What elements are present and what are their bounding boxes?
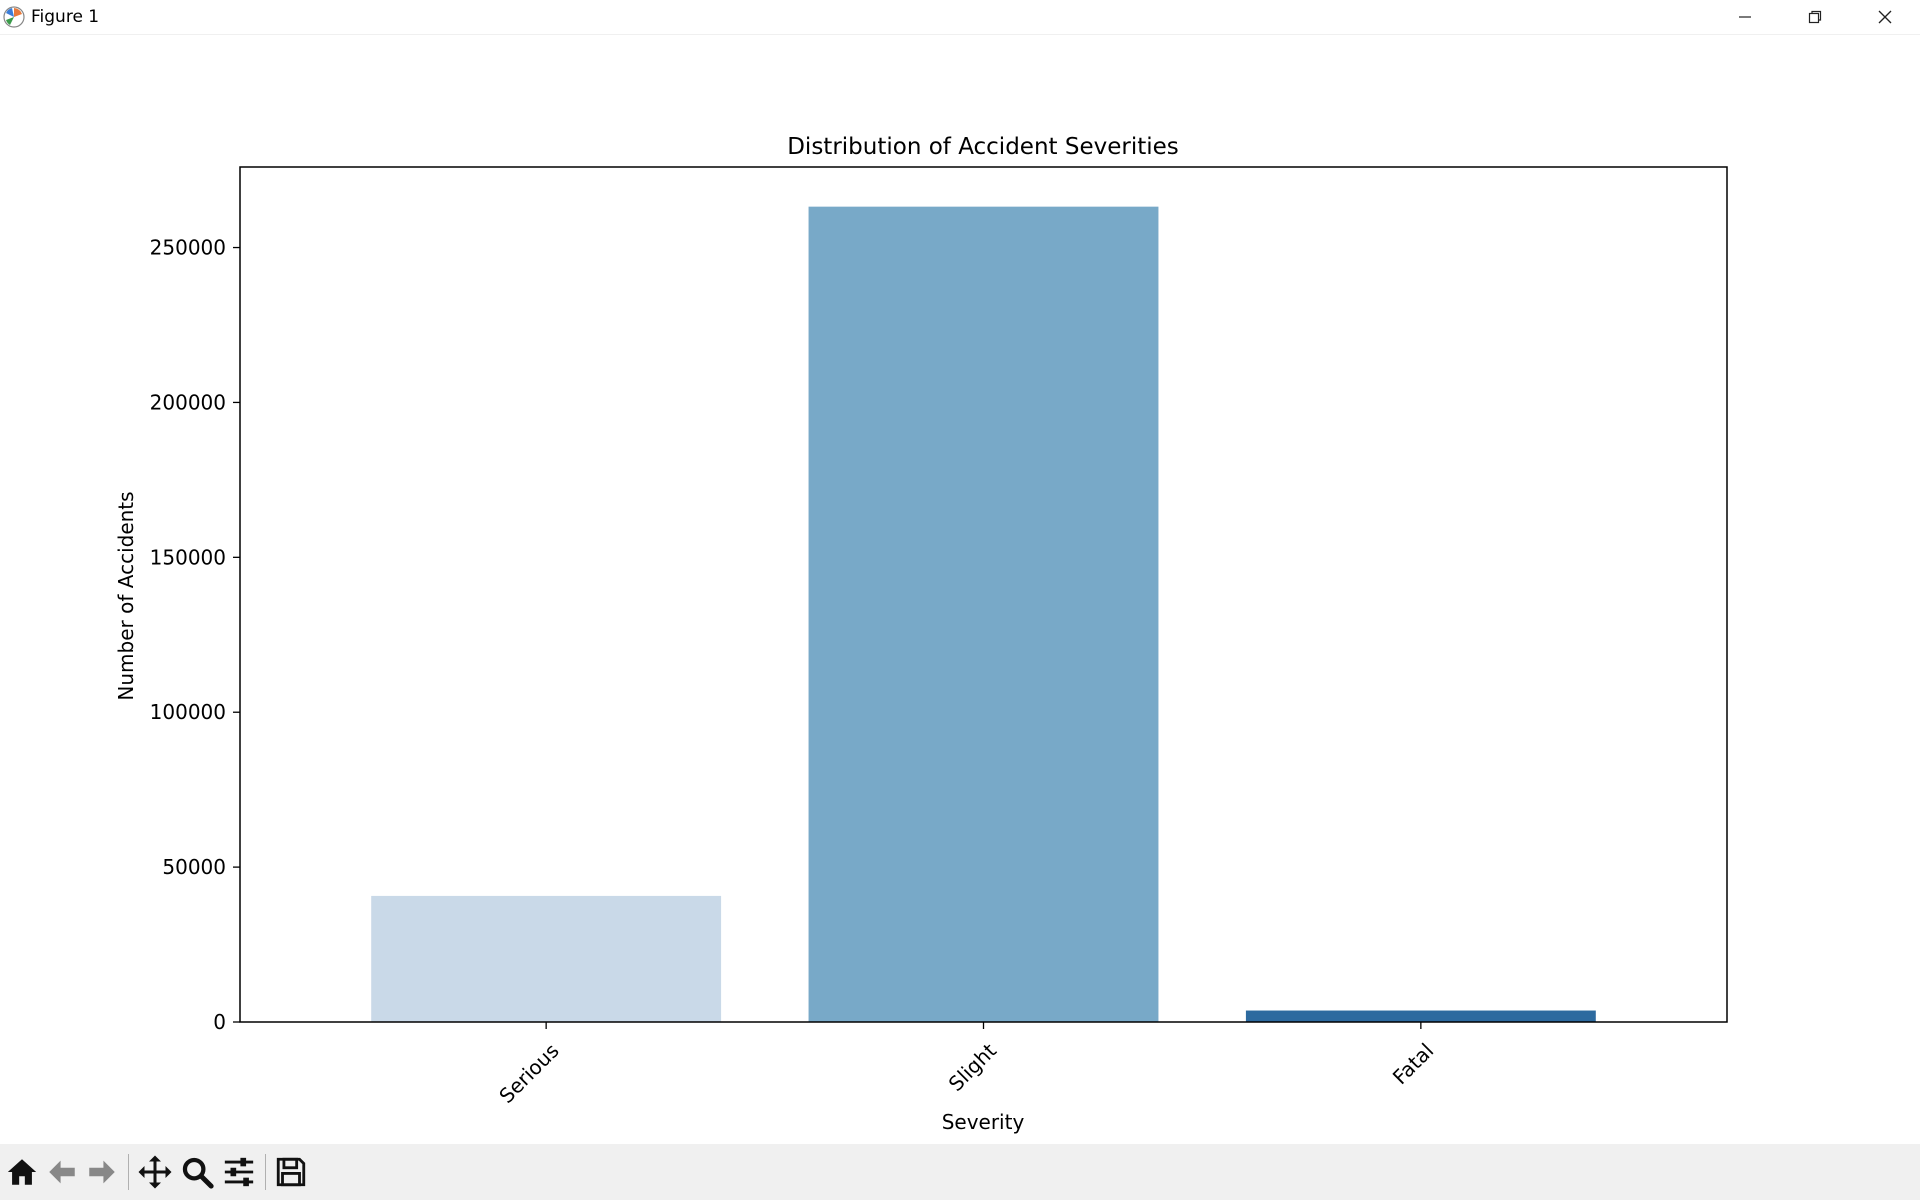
close-icon — [1878, 10, 1892, 24]
y-tick-label: 250000 — [150, 236, 226, 260]
pan-button[interactable] — [135, 1152, 175, 1192]
chart-title: Distribution of Accident Severities — [787, 134, 1179, 160]
app-icon — [3, 6, 25, 28]
y-tick-label: 150000 — [150, 545, 226, 569]
bar-serious — [371, 895, 722, 1022]
y-tick-label: 200000 — [150, 390, 226, 414]
close-button[interactable] — [1850, 0, 1920, 34]
window-title: Figure 1 — [31, 7, 100, 27]
title-bar: Figure 1 — [0, 0, 1920, 35]
sliders-icon — [224, 1157, 254, 1187]
arrow-right-icon — [89, 1160, 115, 1184]
maximize-icon — [1808, 10, 1822, 24]
y-tick-label: 100000 — [150, 700, 226, 724]
minimize-icon — [1739, 16, 1751, 18]
y-axis: 0 50000 100000 150000 200000 250000 — [150, 236, 240, 1034]
bar-fatal — [1245, 1010, 1596, 1022]
zoom-button[interactable] — [177, 1152, 217, 1192]
magnifier-icon — [182, 1157, 214, 1189]
move-icon — [138, 1155, 172, 1189]
bar-slight — [808, 206, 1159, 1023]
figure-canvas: Distribution of Accident Severities 0 500… — [114, 134, 1728, 1134]
y-axis-label: Number of Accidents — [114, 491, 138, 700]
x-axis-label: Severity — [942, 1110, 1025, 1134]
bars-group — [371, 206, 1596, 1023]
y-tick-label: 0 — [213, 1010, 226, 1034]
floppy-disk-icon — [276, 1157, 306, 1187]
forward-button[interactable] — [82, 1152, 122, 1192]
plot-frame — [239, 166, 1728, 1023]
save-button[interactable] — [271, 1152, 311, 1192]
configure-subplots-button[interactable] — [219, 1152, 259, 1192]
x-axis: Serious Slight Fatal — [494, 1022, 1438, 1108]
toolbar-separator — [265, 1154, 266, 1190]
y-tick-label: 50000 — [162, 855, 226, 879]
x-tick-label: Serious — [494, 1039, 563, 1108]
home-icon — [7, 1159, 37, 1185]
navigation-toolbar — [0, 1144, 1920, 1200]
minimize-button[interactable] — [1710, 0, 1780, 34]
arrow-left-icon — [49, 1160, 75, 1184]
back-button[interactable] — [42, 1152, 82, 1192]
home-button[interactable] — [2, 1152, 42, 1192]
toolbar-separator — [128, 1154, 129, 1190]
x-tick-label: Fatal — [1388, 1039, 1439, 1090]
maximize-button[interactable] — [1780, 0, 1850, 34]
x-tick-label: Slight — [944, 1038, 1001, 1095]
